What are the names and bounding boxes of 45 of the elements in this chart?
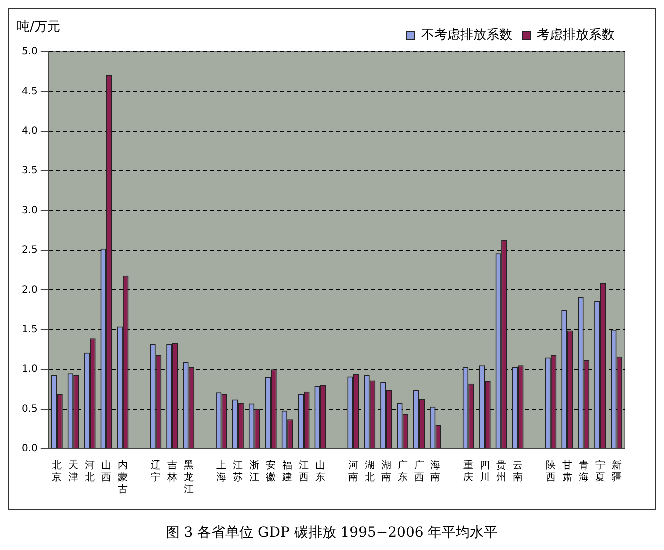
x-tick-label: 海南 xyxy=(430,460,441,484)
x-tick-label: 甘肃 xyxy=(562,460,572,484)
y-tick-label: 3.5 xyxy=(22,166,38,177)
x-tick-label: 湖南 xyxy=(381,460,392,484)
x-tick-label: 云南 xyxy=(513,460,524,484)
x-tick-label: 宁夏 xyxy=(595,460,606,484)
x-tick-label: 陕西 xyxy=(546,460,556,484)
x-tick-label: 贵州 xyxy=(496,460,507,484)
x-tick-label: 江苏 xyxy=(233,460,244,484)
y-tick-label: 1.0 xyxy=(22,364,38,376)
x-tick-label: 重庆 xyxy=(464,460,474,484)
x-tick-label: 福建 xyxy=(282,460,293,484)
y-tick-label: 4.5 xyxy=(22,86,38,98)
y-tick-label: 2.5 xyxy=(22,245,38,256)
x-tick-label: 江西 xyxy=(299,460,310,484)
x-tick-label: 吉林 xyxy=(166,460,178,484)
x-tick-label: 山东 xyxy=(315,460,326,484)
y-tick-label: 0.0 xyxy=(22,444,38,455)
x-tick-label: 天津 xyxy=(68,460,79,484)
x-tick-label: 黑龙江 xyxy=(184,460,194,496)
x-tick-label: 上海 xyxy=(216,460,227,484)
x-tick-label: 广东 xyxy=(398,460,408,484)
y-tick-label: 3.0 xyxy=(22,205,38,216)
y-axis-title: 吨/万元 xyxy=(17,20,60,35)
legend-label: 不考虑排放系数 xyxy=(422,28,512,43)
x-tick-label: 浙江 xyxy=(250,460,260,484)
x-tick-label: 北京 xyxy=(52,460,62,484)
y-tick-label: 2.0 xyxy=(22,284,38,296)
x-tick-label: 湖北 xyxy=(364,460,375,484)
text: 图 3 各省单位 GDP 碳排放 1995−2006 年平均水平 xyxy=(164,524,500,542)
x-tick-label: 内蒙古 xyxy=(118,460,128,496)
x-tick-label: 河南 xyxy=(348,460,358,484)
y-tick-label: 5.0 xyxy=(22,46,38,58)
x-tick-label: 河北 xyxy=(85,460,96,484)
x-tick-label: 青海 xyxy=(578,460,589,484)
x-tick-label: 广西 xyxy=(414,460,424,484)
x-tick-label: 山西 xyxy=(102,460,112,484)
y-tick-label: 4.0 xyxy=(22,126,38,137)
legend-label: 考虑排放系数 xyxy=(537,28,615,43)
x-tick-label: 四川 xyxy=(480,460,490,484)
x-tick-label: 辽宁 xyxy=(150,460,161,484)
y-tick-label: 0.5 xyxy=(22,404,38,415)
x-tick-label: 新疆 xyxy=(612,460,622,484)
x-tick-label: 安徽 xyxy=(266,460,276,484)
y-tick-label: 1.5 xyxy=(22,324,38,336)
